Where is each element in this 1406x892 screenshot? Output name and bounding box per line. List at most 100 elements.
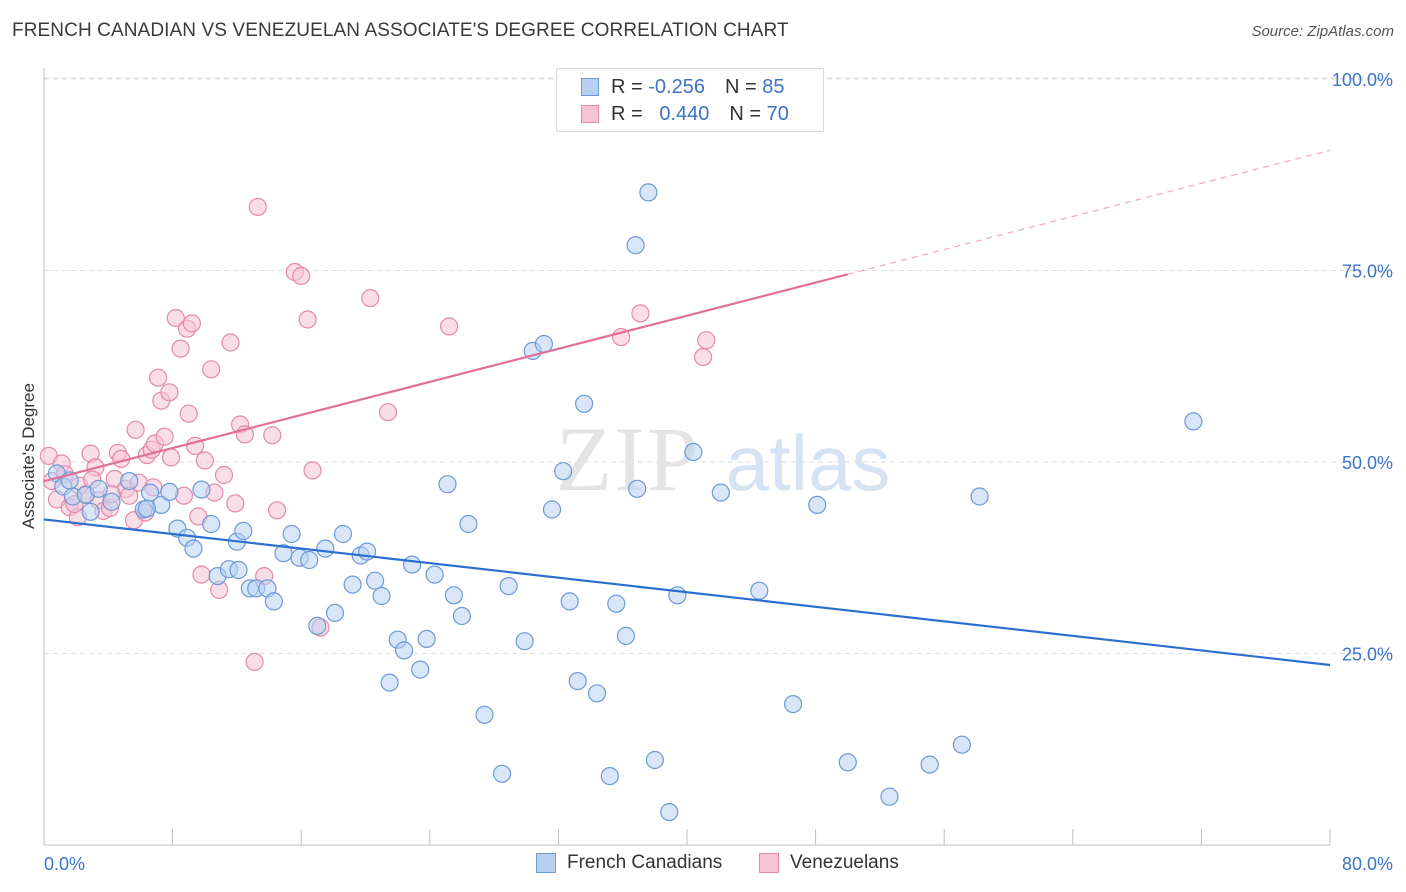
- venezuelan-point: [361, 289, 380, 308]
- french-canadian-point: [560, 592, 579, 611]
- french-canadian-point: [438, 475, 457, 494]
- venezuelan-point: [192, 565, 211, 584]
- legend-n-value: 70: [766, 102, 789, 125]
- french-canadian-point: [568, 671, 587, 691]
- legend-swatch-blue: [581, 78, 599, 96]
- source-label: Source: ZipAtlas.com: [1251, 23, 1394, 40]
- french-canadian-point: [325, 603, 345, 623]
- french-canadian-point: [880, 787, 899, 806]
- french-canadian-point: [160, 482, 179, 501]
- french-canadian-point: [202, 514, 221, 534]
- venezuelan-point: [195, 451, 214, 470]
- venezuelan-point: [298, 310, 317, 329]
- y-axis-label: Associate's Degree: [19, 383, 38, 529]
- venezuelan-point: [697, 331, 716, 350]
- french-canadian-point: [81, 502, 100, 521]
- venezuelan-point: [268, 501, 287, 520]
- venezuelan-point: [182, 314, 201, 333]
- french-canadian-point: [264, 592, 283, 611]
- venezuelan-point: [166, 308, 185, 328]
- venezuelan-point: [171, 339, 190, 358]
- french-canadian-point: [411, 660, 430, 679]
- french-canadian-point: [380, 673, 399, 692]
- french-canadian-point: [587, 684, 607, 703]
- french-canadian-trend-line: [43, 518, 1331, 667]
- watermark-atlas: atlas: [726, 419, 891, 507]
- trend-lines: [43, 149, 1331, 667]
- venezuelan-point: [214, 465, 234, 485]
- french-canadian-point: [89, 479, 108, 498]
- french-canadian-point: [750, 581, 769, 600]
- venezuelan-point: [693, 348, 713, 367]
- french-canadian-point: [645, 750, 665, 770]
- legend-swatch-blue: [536, 853, 556, 873]
- x-tick-label: 0.0%: [44, 854, 85, 874]
- watermark-zip: ZIP: [556, 408, 700, 510]
- legend-n-label: N =: [724, 75, 757, 98]
- venezuelan-trend-extension: [847, 149, 1331, 275]
- venezuelan-point: [631, 304, 650, 323]
- french-canadian-point: [372, 586, 391, 606]
- series-legend: French Canadians Venezuelans: [0, 852, 1406, 878]
- legend-r-value: 0.440: [659, 102, 710, 125]
- french-canadian-point: [808, 495, 827, 514]
- french-canadian-point: [616, 626, 636, 646]
- data-points: [39, 183, 1203, 822]
- french-canadian-point: [600, 766, 619, 786]
- venezuelan-point: [226, 494, 245, 513]
- french-canadian-point: [425, 565, 444, 584]
- french-canadian-point: [660, 802, 679, 822]
- y-tick-label: 100.0%: [1332, 70, 1393, 90]
- french-canadian-point: [137, 499, 156, 518]
- french-canadian-point: [626, 236, 645, 255]
- chart-title: FRENCH CANADIAN VS VENEZUELAN ASSOCIATE'…: [12, 20, 789, 41]
- venezuelan-point: [292, 266, 311, 285]
- french-canadian-point: [333, 524, 353, 544]
- venezuelan-point: [245, 652, 264, 672]
- venezuelan-point: [179, 404, 198, 423]
- french-canadian-point: [102, 492, 121, 511]
- y-tick-label: 50.0%: [1342, 453, 1393, 473]
- french-canadian-point: [234, 521, 253, 541]
- venezuelan-point: [303, 461, 322, 480]
- french-canadian-point: [452, 606, 471, 626]
- french-canadian-point: [444, 586, 463, 605]
- french-canadian-point: [282, 524, 301, 544]
- venezuelan-point: [440, 317, 459, 336]
- french-canadian-point: [475, 705, 494, 724]
- french-canadian-point: [554, 462, 573, 481]
- french-canadian-point: [366, 571, 385, 590]
- venezuelan-point: [378, 403, 398, 422]
- french-canadian-point: [952, 735, 972, 754]
- french-canadian-point: [229, 560, 248, 580]
- french-canadian-point: [300, 550, 319, 570]
- venezuelan-point: [202, 360, 221, 379]
- french-canadian-point: [308, 616, 327, 636]
- french-canadian-point: [639, 183, 658, 202]
- french-canadian-point: [574, 394, 594, 413]
- tick-labels: 25.0% 50.0% 75.0% 100.0% 0.0% 80.0%: [44, 70, 1393, 874]
- french-canadian-point: [920, 755, 939, 774]
- legend-swatch-pink: [581, 105, 599, 123]
- venezuelan-trend-line: [43, 273, 849, 483]
- legend-r-value: -0.256: [648, 75, 705, 98]
- legend-item-venezuelans: Venezuelans: [759, 852, 899, 874]
- french-canadian-point: [838, 753, 857, 772]
- legend-swatch-pink: [759, 853, 779, 873]
- x-tick-label: 80.0%: [1342, 854, 1393, 874]
- french-canadian-point: [192, 480, 211, 499]
- venezuelan-point: [155, 427, 174, 446]
- french-canadian-point: [970, 487, 989, 506]
- legend-n-value: 85: [762, 75, 785, 98]
- y-tick-label: 25.0%: [1342, 645, 1393, 665]
- french-canadian-point: [403, 555, 422, 574]
- venezuelan-point: [221, 333, 240, 352]
- french-canadian-point: [607, 594, 626, 613]
- legend-item-french-canadians: French Canadians: [536, 852, 722, 874]
- legend-row-venezuelans: R = 0.440 N = 70: [581, 102, 789, 126]
- french-canadian-point: [783, 694, 803, 714]
- legend-label: French Canadians: [567, 852, 723, 873]
- venezuelan-point: [160, 383, 179, 402]
- french-canadian-point: [515, 632, 534, 651]
